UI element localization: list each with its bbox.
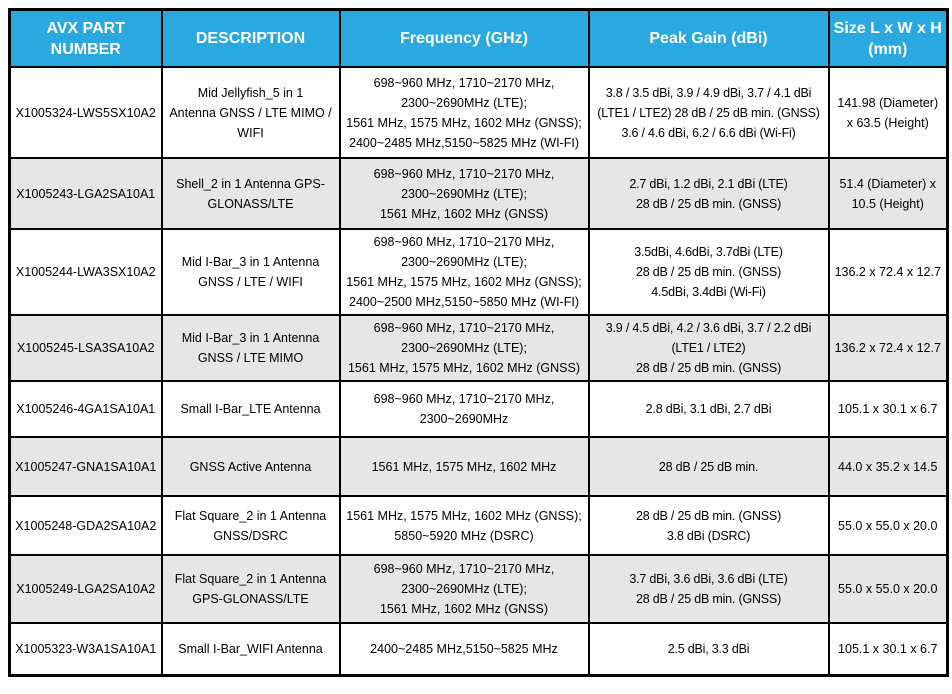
table-row: X1005246-4GA1SA10A1 Small I-Bar_LTE Ante… — [8, 380, 949, 438]
cell-frequency: 698~960 MHz, 1710~2170 MHz, 2300~2690MHz — [338, 380, 590, 438]
cell-frequency: 698~960 MHz, 1710~2170 MHz, 2300~2690MHz… — [338, 157, 590, 230]
cell-peak-gain: 3.5dBi, 4.6dBi, 3.7dBi (LTE) 28 dB / 25 … — [587, 228, 830, 316]
table-row: X1005249-LGA2SA10A2 Flat Square_2 in 1 A… — [8, 554, 949, 624]
col-header-peak-gain: Peak Gain (dBi) — [587, 8, 830, 68]
cell-frequency: 698~960 MHz, 1710~2170 MHz, 2300~2690MHz… — [338, 554, 590, 624]
col-header-description: DESCRIPTION — [160, 8, 341, 68]
col-header-size: Size L x W x H (mm) — [827, 8, 949, 68]
header-row: AVX PART NUMBER DESCRIPTION Frequency (G… — [8, 8, 949, 68]
cell-part-number: X1005324-LWS5SX10A2 — [8, 66, 163, 159]
cell-peak-gain: 3.8 / 3.5 dBi, 3.9 / 4.9 dBi, 3.7 / 4.1 … — [587, 66, 830, 159]
cell-size: 55.0 x 55.0 x 20.0 — [827, 554, 949, 624]
cell-part-number: X1005249-LGA2SA10A2 — [8, 554, 163, 624]
cell-size: 141.98 (Diameter) x 63.5 (Height) — [827, 66, 949, 159]
cell-size: 51.4 (Diameter) x 10.5 (Height) — [827, 157, 949, 230]
cell-frequency: 1561 MHz, 1575 MHz, 1602 MHz (GNSS); 585… — [338, 495, 590, 556]
cell-part-number: X1005248-GDA2SA10A2 — [8, 495, 163, 556]
cell-size: 105.1 x 30.1 x 6.7 — [827, 622, 949, 676]
table-row: X1005323-W3A1SA10A1 Small I-Bar_WIFI Ant… — [8, 622, 949, 676]
cell-frequency: 698~960 MHz, 1710~2170 MHz, 2300~2690MHz… — [338, 228, 590, 316]
cell-peak-gain: 28 dB / 25 dB min. (GNSS) 3.8 dBi (DSRC) — [587, 495, 830, 556]
table-body: X1005324-LWS5SX10A2 Mid Jellyfish_5 in 1… — [8, 66, 949, 676]
cell-description: Small I-Bar_WIFI Antenna — [160, 622, 341, 676]
antenna-spec-table: AVX PART NUMBER DESCRIPTION Frequency (G… — [8, 8, 949, 677]
cell-peak-gain: 2.7 dBi, 1.2 dBi, 2.1 dBi (LTE) 28 dB / … — [587, 157, 830, 230]
cell-description: Shell_2 in 1 Antenna GPS- GLONASS/LTE — [160, 157, 341, 230]
cell-part-number: X1005323-W3A1SA10A1 — [8, 622, 163, 676]
cell-frequency: 698~960 MHz, 1710~2170 MHz, 2300~2690MHz… — [338, 66, 590, 159]
cell-size: 55.0 x 55.0 x 20.0 — [827, 495, 949, 556]
cell-description: Mid Jellyfish_5 in 1 Antenna GNSS / LTE … — [160, 66, 341, 159]
cell-peak-gain: 3.9 / 4.5 dBi, 4.2 / 3.6 dBi, 3.7 / 2.2 … — [587, 314, 830, 382]
table-row: X1005245-LSA3SA10A2 Mid I-Bar_3 in 1 Ant… — [8, 314, 949, 382]
cell-frequency: 1561 MHz, 1575 MHz, 1602 MHz — [338, 436, 590, 497]
cell-part-number: X1005245-LSA3SA10A2 — [8, 314, 163, 382]
cell-description: Mid I-Bar_3 in 1 Antenna GNSS / LTE MIMO — [160, 314, 341, 382]
cell-part-number: X1005247-GNA1SA10A1 — [8, 436, 163, 497]
cell-part-number: X1005244-LWA3SX10A2 — [8, 228, 163, 316]
cell-description: Flat Square_2 in 1 Antenna GPS-GLONASS/L… — [160, 554, 341, 624]
table-row: X1005247-GNA1SA10A1 GNSS Active Antenna … — [8, 436, 949, 497]
col-header-part-number: AVX PART NUMBER — [8, 8, 163, 68]
cell-description: Flat Square_2 in 1 Antenna GNSS/DSRC — [160, 495, 341, 556]
cell-size: 136.2 x 72.4 x 12.7 — [827, 228, 949, 316]
cell-peak-gain: 2.8 dBi, 3.1 dBi, 2.7 dBi — [587, 380, 830, 438]
table-row: X1005248-GDA2SA10A2 Flat Square_2 in 1 A… — [8, 495, 949, 556]
cell-part-number: X1005243-LGA2SA10A1 — [8, 157, 163, 230]
cell-size: 105.1 x 30.1 x 6.7 — [827, 380, 949, 438]
cell-frequency: 698~960 MHz, 1710~2170 MHz, 2300~2690MHz… — [338, 314, 590, 382]
cell-size: 44.0 x 35.2 x 14.5 — [827, 436, 949, 497]
cell-description: Small I-Bar_LTE Antenna — [160, 380, 341, 438]
table-row: X1005244-LWA3SX10A2 Mid I-Bar_3 in 1 Ant… — [8, 228, 949, 316]
table-row: X1005243-LGA2SA10A1 Shell_2 in 1 Antenna… — [8, 157, 949, 230]
cell-peak-gain: 2.5 dBi, 3.3 dBi — [587, 622, 830, 676]
cell-peak-gain: 28 dB / 25 dB min. — [587, 436, 830, 497]
cell-description: Mid I-Bar_3 in 1 Antenna GNSS / LTE / WI… — [160, 228, 341, 316]
cell-frequency: 2400~2485 MHz,5150~5825 MHz — [338, 622, 590, 676]
cell-description: GNSS Active Antenna — [160, 436, 341, 497]
table-row: X1005324-LWS5SX10A2 Mid Jellyfish_5 in 1… — [8, 66, 949, 159]
col-header-frequency: Frequency (GHz) — [338, 8, 590, 68]
cell-peak-gain: 3.7 dBi, 3.6 dBi, 3.6 dBi (LTE) 28 dB / … — [587, 554, 830, 624]
cell-size: 136.2 x 72.4 x 12.7 — [827, 314, 949, 382]
cell-part-number: X1005246-4GA1SA10A1 — [8, 380, 163, 438]
